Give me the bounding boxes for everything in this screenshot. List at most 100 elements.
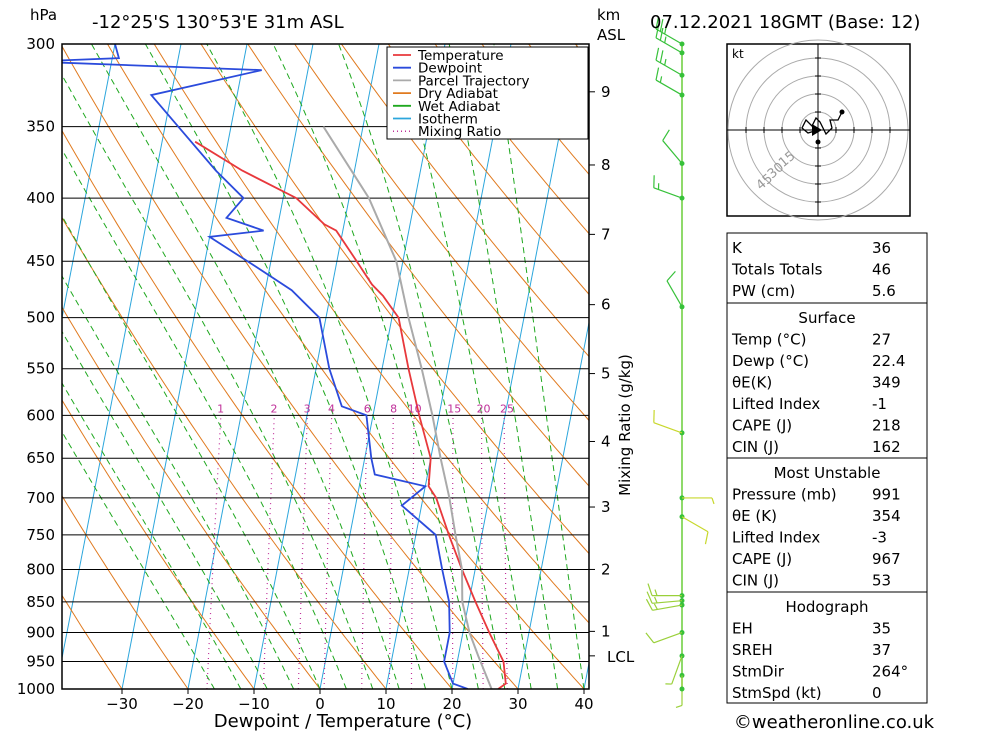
background-grid [62, 44, 589, 689]
hodograph-unit: kt [732, 47, 744, 61]
dry-adiabat-line [387, 44, 589, 296]
mixing-ratio-line [297, 415, 308, 689]
wind-barb-half-flag [654, 589, 658, 596]
legend-entry: Mixing Ratio [418, 124, 501, 140]
dry-adiabat-line [294, 44, 589, 422]
wind-barb-flag [662, 129, 670, 141]
stats-row-label: K [732, 239, 743, 257]
wind-barb [645, 630, 685, 644]
pressure-tick-label: 500 [26, 309, 55, 327]
series-parcel-trajectory [322, 126, 493, 689]
dry-adiabat-line [62, 594, 123, 689]
mixing-ratio-tick-label: 15 [447, 402, 461, 415]
stats-row-value: 218 [872, 417, 901, 435]
km-tick-label: 4 [601, 432, 611, 450]
pressure-tick-label: 400 [26, 189, 55, 207]
wind-barb [662, 129, 685, 167]
dry-adiabat-line [62, 45, 519, 689]
isotherm-line [253, 44, 380, 689]
stats-table: K 36 Totals Totals 46 PW (cm) 5.6 Surface Temp … [726, 232, 928, 704]
stats-block-title: Hodograph [785, 598, 868, 616]
stats-row-label: Totals Totals [731, 261, 823, 279]
dry-adiabat-line [340, 44, 589, 358]
stats-row-label: StmSpd (kt) [732, 684, 822, 702]
stats-row-value: -1 [872, 395, 887, 413]
header-datetime: 07.12.2021 18GMT (Base: 12) [650, 12, 920, 33]
dry-adiabat-line [62, 129, 453, 689]
stats-row-label: Pressure (mb) [732, 486, 837, 504]
wet-adiabat-line [493, 44, 585, 689]
pressure-tick-label: 650 [26, 449, 55, 467]
stats-row-label: PW (cm) [732, 282, 795, 300]
stats-row-value: 46 [872, 261, 891, 279]
x-tick-label: 10 [376, 695, 395, 713]
legend-entry: Wet Adiabat [418, 99, 500, 115]
stats-row-label: Lifted Index [732, 529, 820, 547]
wind-barb [655, 16, 685, 47]
stats-row-value: 53 [872, 572, 891, 590]
hodograph-point [815, 139, 821, 145]
wet-adiabat-line [91, 44, 400, 689]
stats-row-value: 354 [872, 507, 901, 525]
x-tick-label: −10 [238, 695, 270, 713]
pressure-tick-label: 550 [26, 360, 55, 378]
wind-barb-staff [652, 604, 683, 611]
stats-row-value: -3 [872, 529, 887, 547]
wind-barb-staff [662, 140, 683, 164]
wet-adiabat-line [62, 148, 347, 689]
stats-row-label: θE (K) [732, 507, 777, 525]
stats-row-label: Temp (°C) [731, 331, 806, 349]
wind-barb-flag [655, 67, 660, 81]
dry-adiabat-line [107, 44, 585, 689]
mixing-ratio-tick-label: 25 [500, 402, 514, 415]
wind-barb-half-flag [659, 76, 663, 83]
stats-block-title: Surface [798, 309, 855, 327]
legend-entry: Parcel Trajectory [418, 73, 530, 89]
storm-motion-marker [812, 124, 822, 136]
pressure-tick-label: 750 [26, 526, 55, 544]
hodograph-point [839, 109, 845, 115]
stats-row-label: CAPE (J) [732, 550, 792, 568]
dry-adiabat-line [434, 44, 589, 235]
wind-barb [665, 653, 685, 685]
wind-barb-flag [704, 531, 709, 545]
wind-barb-flag [655, 25, 660, 38]
pressure-tick-label: 800 [26, 560, 55, 578]
stats-row-value: 35 [872, 620, 891, 638]
mixing-ratio-tick-label: 1 [217, 402, 224, 415]
wind-barb-flag [659, 27, 664, 41]
x-tick-label: 30 [508, 695, 527, 713]
wind-barb-staff [671, 655, 683, 685]
legend-entry: Dry Adiabat [418, 86, 498, 102]
wet-adiabat-line [206, 44, 453, 689]
pressure-tick-label: 350 [26, 118, 55, 136]
wet-adiabat-line [448, 44, 559, 689]
isotherm-line [187, 44, 314, 689]
legend-entry: Dewpoint [418, 61, 482, 77]
wind-barb-half-flag [675, 704, 683, 709]
wind-barb-flag [666, 270, 676, 282]
stats-row-value: 37 [872, 641, 891, 659]
mixing-ratio-tick-label: 3 [304, 402, 311, 415]
mixing-ratio-tick-label: 6 [364, 402, 371, 415]
pressure-tick-label: 900 [26, 624, 55, 642]
isotherm-line [385, 44, 512, 689]
plot-frame [61, 43, 590, 690]
isotherm-line [451, 44, 578, 689]
dry-adiabat-line [62, 494, 189, 689]
stats-row-value: 162 [872, 438, 901, 456]
km-tick-label: 2 [601, 560, 611, 578]
mixing-ratio-line [206, 415, 222, 689]
stats-block-title: Most Unstable [774, 464, 881, 482]
wind-barb-half-flag [654, 596, 658, 604]
stats-row-value: 967 [872, 550, 901, 568]
pressure-tick-label: 600 [26, 406, 55, 424]
hodograph-trace [801, 111, 843, 136]
km-tick-label: 5 [601, 365, 611, 383]
wind-barb-half-flag [664, 58, 667, 66]
km-tick-label: 1 [601, 622, 611, 640]
km-tick-label: 7 [601, 225, 611, 243]
pressure-tick-label: 700 [26, 489, 55, 507]
wind-barb-half-flag [653, 603, 658, 610]
wet-adiabat-line [62, 214, 321, 689]
